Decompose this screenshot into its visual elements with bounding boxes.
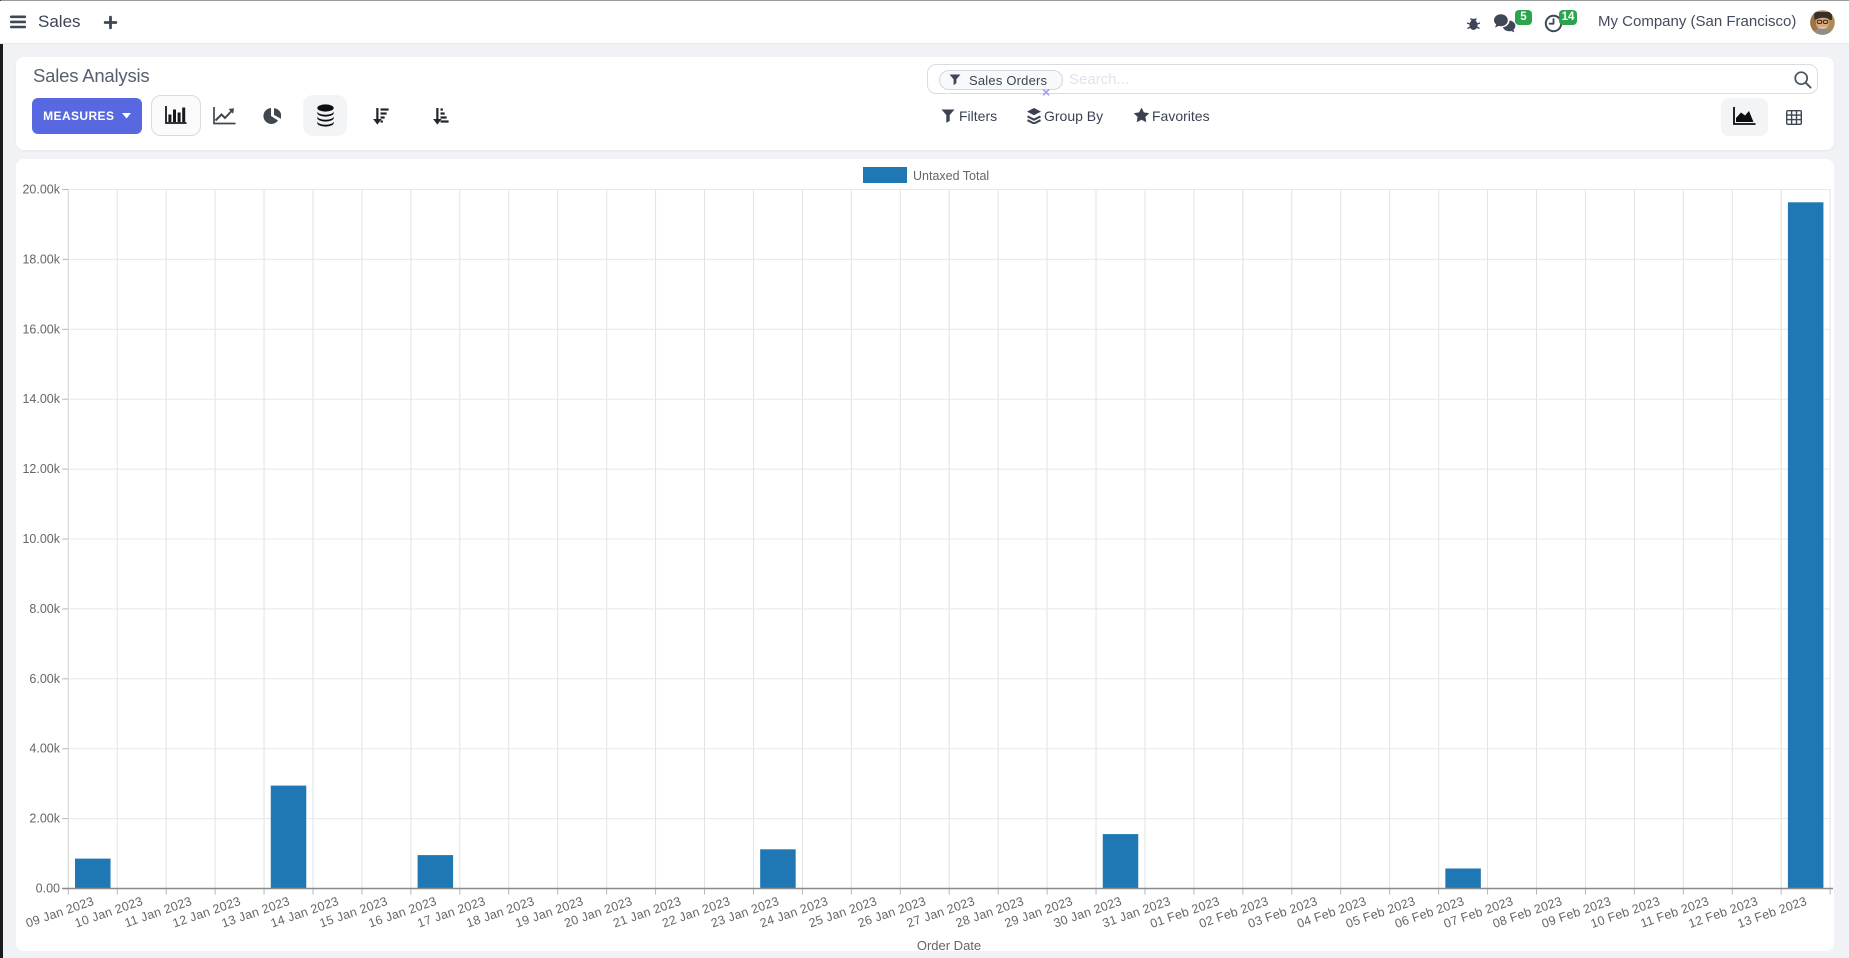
- svg-text:Order Date: Order Date: [917, 938, 981, 951]
- svg-text:4.00k: 4.00k: [29, 742, 60, 756]
- svg-text:18.00k: 18.00k: [22, 252, 60, 266]
- svg-text:2.00k: 2.00k: [29, 812, 60, 826]
- svg-text:8.00k: 8.00k: [29, 602, 60, 616]
- svg-text:0.00: 0.00: [36, 882, 60, 896]
- svg-text:10.00k: 10.00k: [22, 532, 60, 546]
- svg-text:14.00k: 14.00k: [22, 392, 60, 406]
- svg-text:6.00k: 6.00k: [29, 672, 60, 686]
- svg-text:20.00k: 20.00k: [22, 183, 60, 197]
- svg-text:12.00k: 12.00k: [22, 462, 60, 476]
- svg-text:16.00k: 16.00k: [22, 322, 60, 336]
- svg-text:Untaxed Total: Untaxed Total: [913, 169, 989, 183]
